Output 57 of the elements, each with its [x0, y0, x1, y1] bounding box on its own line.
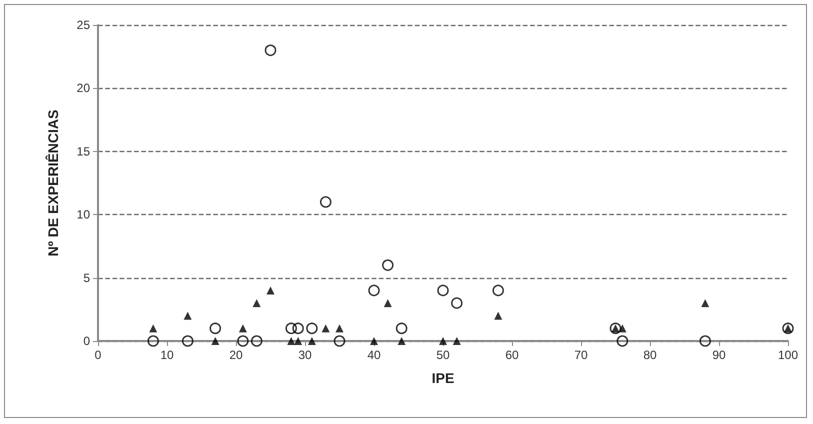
point [294, 337, 302, 345]
point [336, 324, 344, 332]
point [452, 337, 461, 345]
point [320, 196, 332, 208]
point [210, 322, 222, 334]
point [308, 337, 316, 345]
point [437, 284, 449, 296]
y-tick-label: 20 [76, 81, 90, 96]
point [382, 259, 394, 271]
point [238, 324, 247, 332]
x-tick-label: 30 [298, 348, 312, 362]
point [184, 312, 192, 320]
x-tick-label: 60 [505, 348, 519, 362]
point [147, 335, 159, 347]
point [182, 335, 194, 347]
x-tick-label: 10 [160, 348, 174, 362]
y-tick-label: 15 [76, 144, 90, 158]
x-tick-label: 0 [94, 348, 102, 362]
point [250, 335, 262, 347]
point [211, 337, 220, 345]
y-tick-label: 10 [76, 208, 90, 222]
point [396, 322, 408, 334]
point [701, 299, 710, 308]
x-tick-label: 80 [643, 348, 657, 362]
point [266, 286, 274, 294]
point [492, 284, 504, 296]
point [306, 322, 318, 334]
x-tick-label: 40 [367, 348, 381, 362]
point [439, 337, 447, 345]
x-axis-title: IPE [432, 370, 454, 386]
x-tick-label: 90 [712, 348, 726, 362]
point [368, 284, 380, 296]
point [334, 335, 346, 347]
x-tick-label: 100 [778, 348, 798, 362]
point [237, 335, 249, 347]
point [287, 337, 296, 345]
y-tick-label: 25 [76, 18, 90, 32]
y-tick-label: 5 [83, 270, 90, 285]
point [292, 322, 304, 334]
point [384, 299, 392, 308]
point [370, 337, 378, 345]
point [264, 44, 276, 56]
point [616, 335, 628, 347]
x-tick-label: 70 [574, 348, 588, 362]
y-axis-title: Nº DE EXPERIÊNCIAS [45, 110, 61, 256]
point [618, 324, 626, 332]
point [398, 337, 406, 345]
point [252, 299, 261, 308]
point [149, 324, 158, 332]
x-tick-label: 50 [436, 348, 450, 362]
x-tick-label: 20 [229, 348, 243, 362]
point [494, 312, 502, 320]
point [285, 322, 297, 334]
point [322, 324, 330, 332]
point [451, 297, 463, 309]
point [699, 335, 711, 347]
y-tick-label: 0 [83, 334, 90, 348]
